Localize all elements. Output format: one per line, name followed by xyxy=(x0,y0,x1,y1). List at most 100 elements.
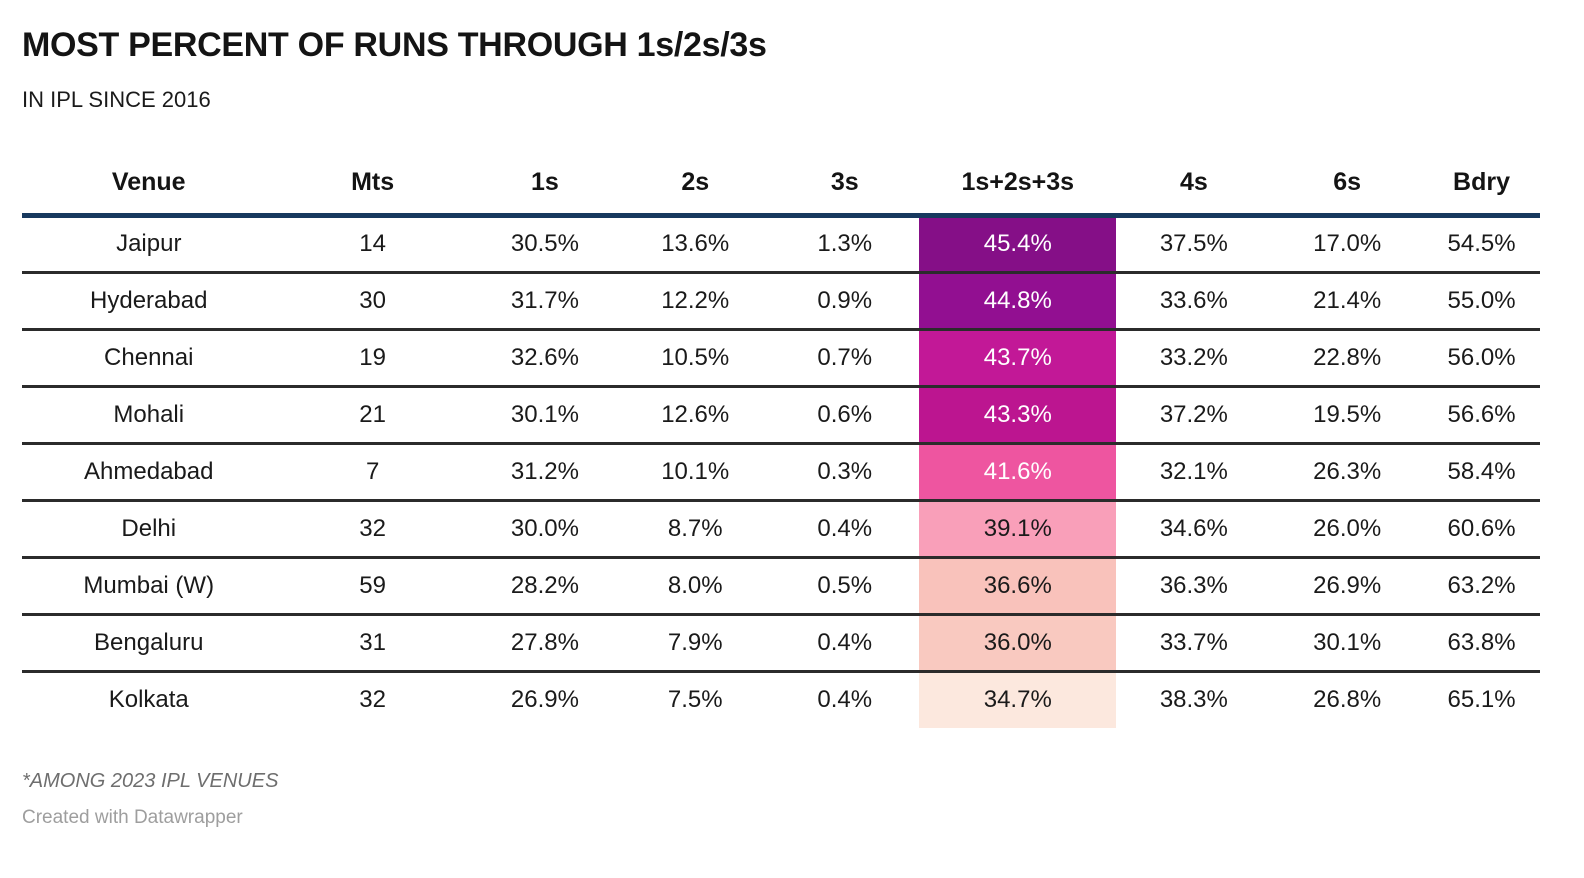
table-cell-bdry: 60.6% xyxy=(1423,498,1540,557)
table-row-chennai: Chennai 19 32.6% 10.5% 0.7% 43.7% 33.2% 22.8% 56… xyxy=(22,327,1540,386)
table-cell-3s: 0.7% xyxy=(770,327,920,386)
table-cell-1s-2s-3s: 44.8% xyxy=(919,270,1117,329)
table-cell-1s-2s-3s: 36.6% xyxy=(919,555,1117,614)
table-cell-4s: 37.2% xyxy=(1116,384,1272,443)
table-cell-2s: 7.5% xyxy=(620,669,771,728)
table-cell-6s: 21.4% xyxy=(1271,270,1424,329)
table-cell-4s: 33.7% xyxy=(1116,612,1272,671)
venue-cell: Kolkata xyxy=(22,669,276,728)
table-cell-4s: 32.1% xyxy=(1116,441,1272,500)
table-cell-1s-2s-3s: 41.6% xyxy=(919,441,1117,500)
table-row-bengaluru: Bengaluru 31 27.8% 7.9% 0.4% 36.0% 33.7% 30.1% 6… xyxy=(22,612,1540,671)
table-row-mumbai-w: Mumbai (W) 59 28.2% 8.0% 0.5% 36.6% 36.3% 26.9%… xyxy=(22,555,1540,614)
venue-cell: Mumbai (W) xyxy=(22,555,276,614)
column-header-mts: Mts xyxy=(275,153,470,218)
table-cell-mts: 14 xyxy=(275,213,470,272)
table-cell-mts: 21 xyxy=(275,384,470,443)
table-cell-4s: 38.3% xyxy=(1116,669,1272,728)
table-row-kolkata: Kolkata 32 26.9% 7.5% 0.4% 34.7% 38.3% 26.8% 65.… xyxy=(22,669,1540,728)
table-cell-6s: 26.8% xyxy=(1271,669,1424,728)
table-cell-1s: 30.1% xyxy=(469,384,621,443)
table-cell-6s: 30.1% xyxy=(1271,612,1424,671)
table-cell-bdry: 56.6% xyxy=(1423,384,1540,443)
table-cell-mts: 30 xyxy=(275,270,470,329)
table-cell-6s: 26.3% xyxy=(1271,441,1424,500)
venue-cell: Delhi xyxy=(22,498,276,557)
table-cell-2s: 12.2% xyxy=(620,270,771,329)
venue-cell: Hyderabad xyxy=(22,270,276,329)
table-cell-mts: 32 xyxy=(275,669,470,728)
footnote: *AMONG 2023 IPL VENUES xyxy=(22,770,279,792)
datawrapper-credit: Created with Datawrapper xyxy=(22,807,243,828)
table-cell-mts: 32 xyxy=(275,498,470,557)
table-row-mohali: Mohali 21 30.1% 12.6% 0.6% 43.3% 37.2% 19.5% 56.… xyxy=(22,384,1540,443)
column-header-venue: Venue xyxy=(22,153,276,218)
column-header-6s: 6s xyxy=(1271,153,1424,218)
table-cell-2s: 13.6% xyxy=(620,213,771,272)
venue-cell: Jaipur xyxy=(22,213,276,272)
chart-subtitle: IN IPL SINCE 2016 xyxy=(22,87,211,112)
table-cell-bdry: 65.1% xyxy=(1423,669,1540,728)
column-header-bdry: Bdry xyxy=(1423,153,1540,218)
table-cell-2s: 10.5% xyxy=(620,327,771,386)
table-cell-6s: 26.9% xyxy=(1271,555,1424,614)
table-cell-1s: 31.7% xyxy=(469,270,621,329)
table-cell-1s-2s-3s: 36.0% xyxy=(919,612,1117,671)
table-cell-2s: 7.9% xyxy=(620,612,771,671)
table-cell-1s: 26.9% xyxy=(469,669,621,728)
venue-cell: Chennai xyxy=(22,327,276,386)
table-cell-1s-2s-3s: 43.7% xyxy=(919,327,1117,386)
table-cell-6s: 22.8% xyxy=(1271,327,1424,386)
table-cell-mts: 19 xyxy=(275,327,470,386)
table-cell-mts: 7 xyxy=(275,441,470,500)
chart-container: MOST PERCENT OF RUNS THROUGH 1s/2s/3s IN… xyxy=(22,26,1540,828)
table-cell-1s-2s-3s: 45.4% xyxy=(919,213,1117,272)
table-cell-3s: 0.4% xyxy=(770,669,920,728)
venue-cell: Bengaluru xyxy=(22,612,276,671)
venue-cell: Ahmedabad xyxy=(22,441,276,500)
table-cell-1s-2s-3s: 34.7% xyxy=(919,669,1117,728)
table-cell-4s: 37.5% xyxy=(1116,213,1272,272)
table-cell-2s: 8.0% xyxy=(620,555,771,614)
table-cell-1s: 30.0% xyxy=(469,498,621,557)
table-cell-bdry: 55.0% xyxy=(1423,270,1540,329)
table-cell-4s: 33.2% xyxy=(1116,327,1272,386)
table-cell-1s: 28.2% xyxy=(469,555,621,614)
table-cell-1s: 30.5% xyxy=(469,213,621,272)
table-cell-1s: 27.8% xyxy=(469,612,621,671)
table-cell-bdry: 58.4% xyxy=(1423,441,1540,500)
table-cell-2s: 10.1% xyxy=(620,441,771,500)
table-cell-6s: 26.0% xyxy=(1271,498,1424,557)
table-row-jaipur: Jaipur 14 30.5% 13.6% 1.3% 45.4% 37.5% 17.0% 54.… xyxy=(22,213,1540,272)
data-table: Venue Mts 1s 2s 3s 1s+2s+3s 4s 6s Bdry Jaipur 14 3… xyxy=(22,153,1540,728)
table-cell-4s: 34.6% xyxy=(1116,498,1272,557)
venue-cell: Mohali xyxy=(22,384,276,443)
table-cell-6s: 19.5% xyxy=(1271,384,1424,443)
table-cell-2s: 8.7% xyxy=(620,498,771,557)
table-cell-4s: 36.3% xyxy=(1116,555,1272,614)
chart-title: MOST PERCENT OF RUNS THROUGH 1s/2s/3s xyxy=(22,26,767,64)
table-cell-3s: 0.4% xyxy=(770,498,920,557)
table-cell-3s: 0.3% xyxy=(770,441,920,500)
table-cell-3s: 1.3% xyxy=(770,213,920,272)
table-cell-3s: 0.5% xyxy=(770,555,920,614)
table-row-delhi: Delhi 32 30.0% 8.7% 0.4% 39.1% 34.6% 26.0% 60.6% xyxy=(22,498,1540,557)
table-header-row: Venue Mts 1s 2s 3s 1s+2s+3s 4s 6s Bdry xyxy=(22,153,1540,218)
table-cell-4s: 33.6% xyxy=(1116,270,1272,329)
table-cell-mts: 59 xyxy=(275,555,470,614)
column-header-4s: 4s xyxy=(1116,153,1272,218)
table-cell-3s: 0.9% xyxy=(770,270,920,329)
table-cell-mts: 31 xyxy=(275,612,470,671)
table-cell-3s: 0.4% xyxy=(770,612,920,671)
table-cell-1s-2s-3s: 39.1% xyxy=(919,498,1117,557)
table-cell-1s: 31.2% xyxy=(469,441,621,500)
table-cell-6s: 17.0% xyxy=(1271,213,1424,272)
table-cell-bdry: 63.2% xyxy=(1423,555,1540,614)
column-header-2s: 2s xyxy=(620,153,771,218)
table-cell-2s: 12.6% xyxy=(620,384,771,443)
column-header-1s-2s-3s: 1s+2s+3s xyxy=(919,153,1117,218)
table-row-hyderabad: Hyderabad 30 31.7% 12.2% 0.9% 44.8% 33.6% 21.4%… xyxy=(22,270,1540,329)
table-cell-bdry: 54.5% xyxy=(1423,213,1540,272)
table-cell-bdry: 63.8% xyxy=(1423,612,1540,671)
table-cell-1s-2s-3s: 43.3% xyxy=(919,384,1117,443)
